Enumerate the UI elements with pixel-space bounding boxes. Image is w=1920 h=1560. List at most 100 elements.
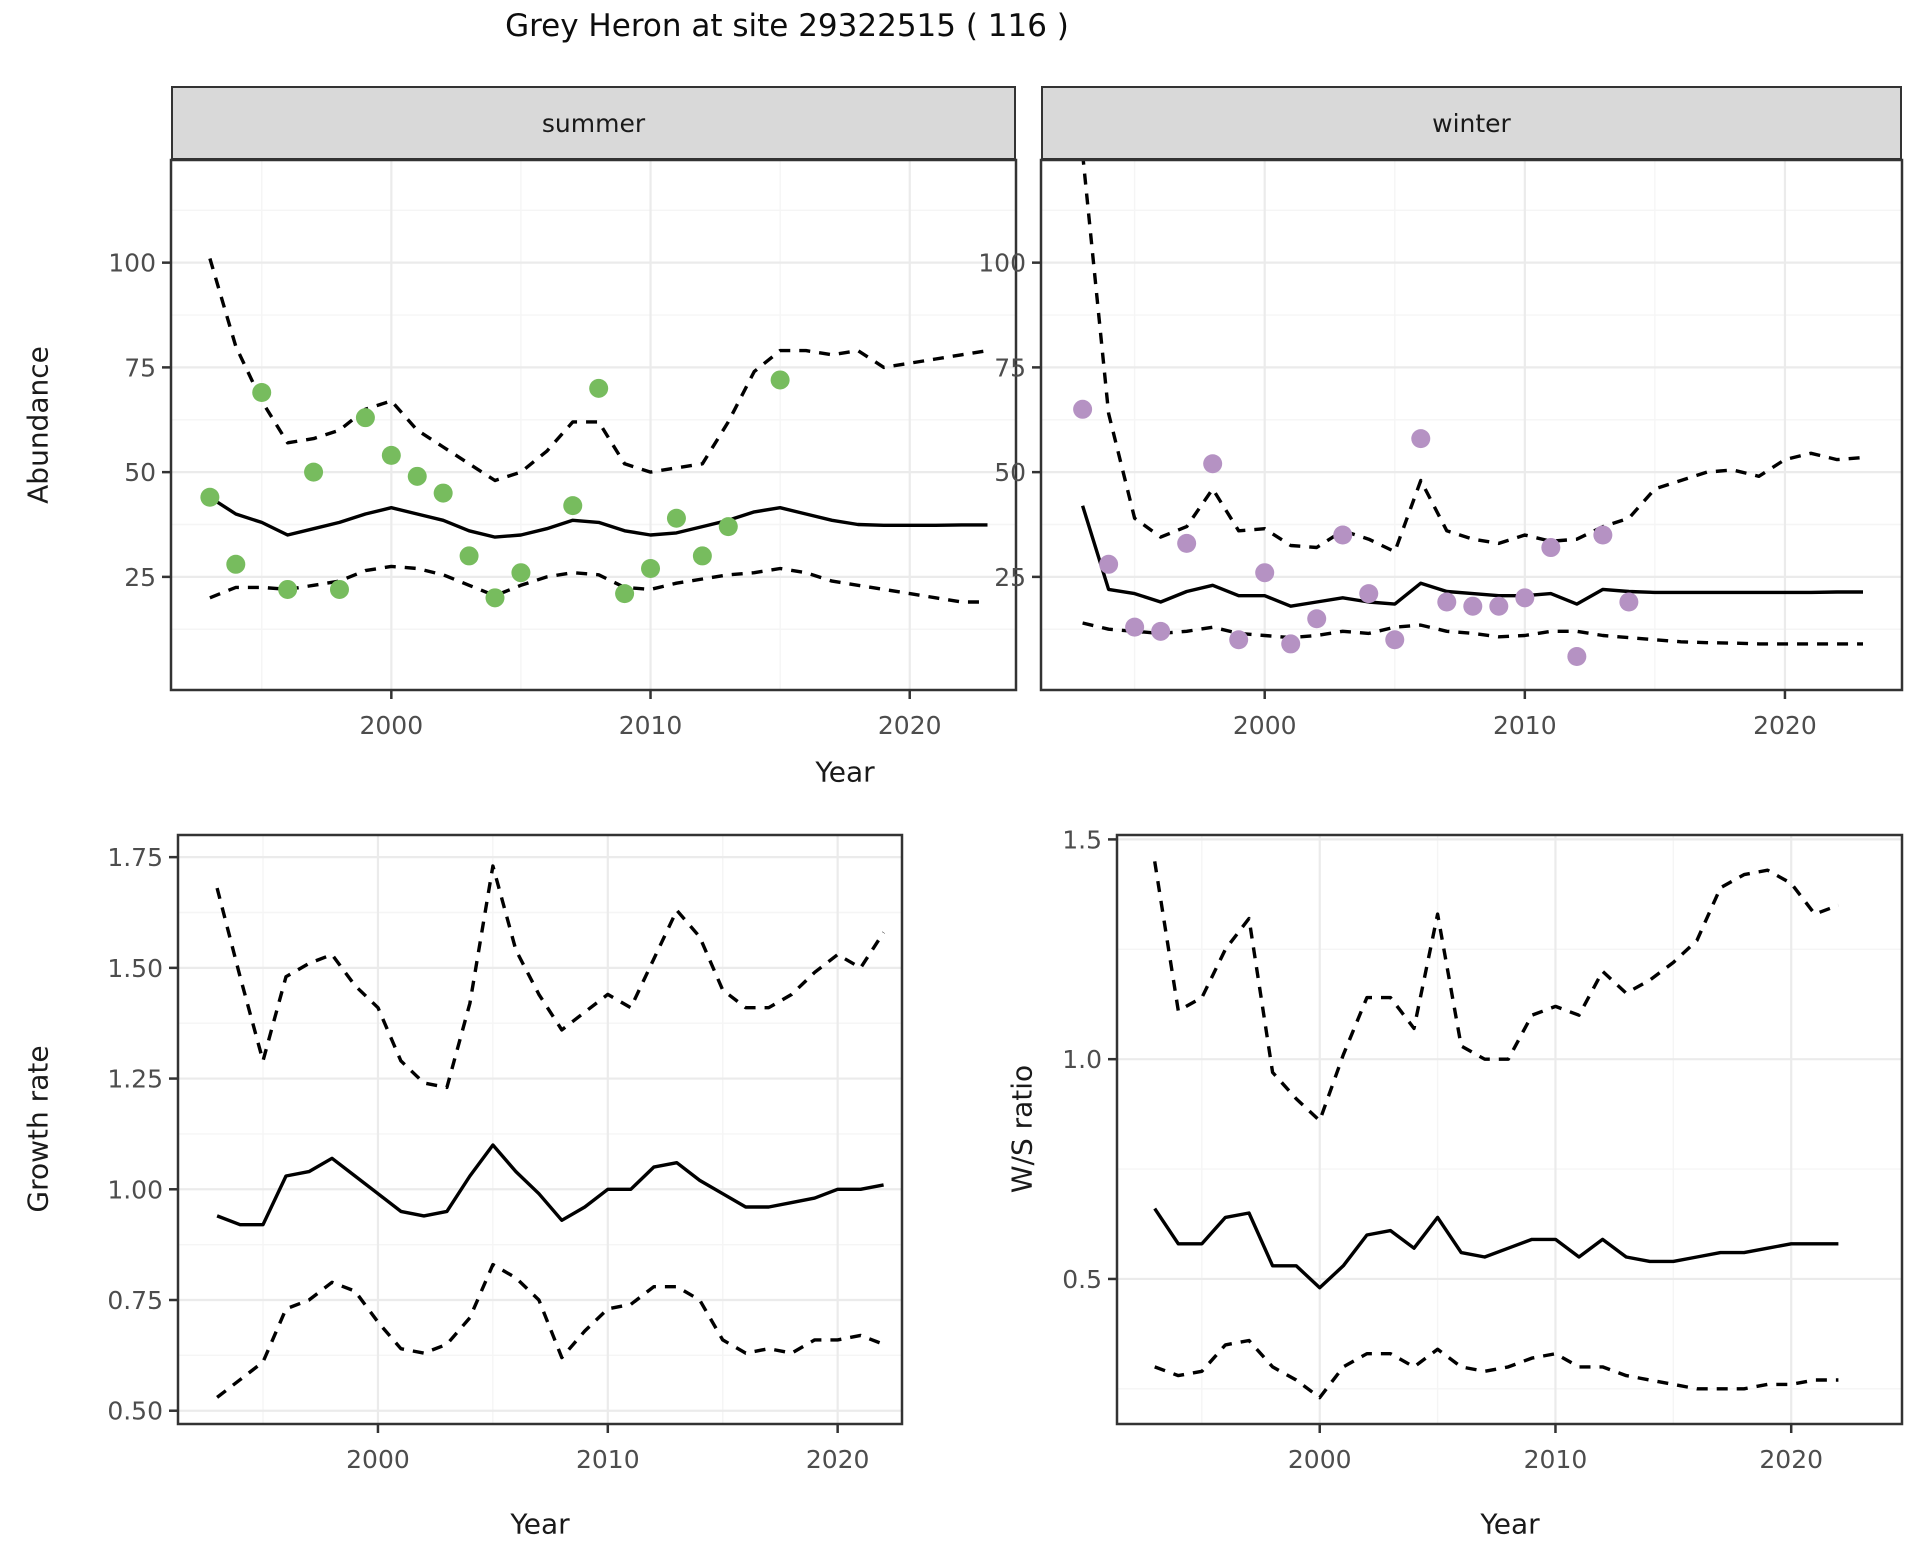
- data-point-observed-counts-summer: [381, 445, 401, 465]
- x-axis-title-top: Year: [815, 755, 875, 789]
- x-tick-label: 2020: [806, 1445, 870, 1474]
- data-point-observed-counts-summer: [252, 383, 272, 403]
- data-point-observed-counts-summer: [563, 496, 583, 516]
- x-tick-label: 2010: [619, 711, 683, 740]
- data-point-observed-counts-summer: [692, 546, 712, 566]
- data-point-observed-counts-summer: [278, 579, 298, 599]
- data-point-observed-counts-summer: [459, 546, 479, 566]
- x-tick-label: 2020: [878, 711, 942, 740]
- facet-strip-winter: winter: [1041, 86, 1902, 160]
- y-tick-label: 50: [124, 458, 156, 487]
- y-tick-label: 1.5: [1062, 825, 1102, 854]
- x-tick-label: 2020: [1759, 1445, 1823, 1474]
- data-point-observed-counts-summer: [511, 563, 531, 583]
- data-point-observed-counts-summer: [718, 517, 738, 537]
- data-point-observed-counts-winter: [1333, 525, 1353, 545]
- chart-growth-rate: 2000 2010 2020 0.50 0.75 1.00 1.25 1.50 1.75: [107, 833, 904, 1474]
- data-point-observed-counts-winter: [1229, 630, 1249, 650]
- data-point-observed-counts-winter: [1541, 538, 1561, 558]
- y-tick-label: 0.75: [107, 1286, 163, 1315]
- data-point-observed-counts-winter: [1151, 621, 1171, 641]
- data-point-observed-counts-winter: [1307, 609, 1327, 629]
- data-point-observed-counts-winter: [1437, 592, 1457, 612]
- x-tick-label: 2010: [1493, 711, 1557, 740]
- facet-strip-winter-label: winter: [1432, 108, 1511, 138]
- x-axis-title-ws-ratio: Year: [1480, 1507, 1540, 1541]
- data-point-observed-counts-winter: [1125, 617, 1145, 637]
- series-fitted-trend: [216, 1143, 884, 1227]
- chart-abundance-winter: 2000 2010 2020 25 50 75 100: [978, 158, 1904, 740]
- facet-strip-summer-label: summer: [541, 108, 646, 138]
- data-point-observed-counts-winter: [1515, 588, 1535, 608]
- data-point-observed-counts-summer: [226, 554, 246, 574]
- series-upper-ci: [215, 864, 886, 1090]
- data-point-observed-counts-winter: [1073, 399, 1093, 419]
- y-tick-label: 1.50: [107, 954, 163, 983]
- data-point-observed-counts-summer: [407, 466, 427, 486]
- data-point-observed-counts-summer: [641, 558, 661, 578]
- y-tick-label: 75: [124, 353, 156, 382]
- series-lower-ci: [209, 564, 988, 604]
- series-lower-ci: [216, 1262, 885, 1399]
- chart-abundance-summer: 2000 2010 2020 25 50 75 100: [108, 158, 1018, 740]
- series-upper-ci: [1153, 861, 1839, 1123]
- x-tick-label: 2000: [346, 1445, 410, 1474]
- data-point-observed-counts-winter: [1359, 584, 1379, 604]
- y-tick-label: 1.00: [107, 1175, 163, 1204]
- data-point-observed-counts-winter: [1385, 630, 1405, 650]
- y-tick-label: 75: [994, 353, 1026, 382]
- y-tick-label: 50: [994, 458, 1026, 487]
- panel-border: [1115, 833, 1904, 1426]
- panel-border: [1039, 158, 1904, 692]
- series-lower-ci: [1154, 1338, 1839, 1400]
- y-tick-label: 100: [108, 249, 156, 278]
- data-point-observed-counts-summer: [666, 508, 686, 528]
- panel-border: [176, 833, 904, 1426]
- data-point-observed-counts-winter: [1463, 596, 1483, 616]
- data-point-observed-counts-summer: [355, 408, 375, 428]
- data-point-observed-counts-summer: [200, 487, 220, 507]
- y-tick-label: 0.50: [107, 1397, 163, 1426]
- y-tick-label: 1.75: [107, 843, 163, 872]
- data-point-observed-counts-winter: [1411, 429, 1431, 449]
- y-axis-title-growth-rate: Growth rate: [21, 1045, 55, 1213]
- y-tick-label: 1.0: [1062, 1045, 1102, 1074]
- panel-background: [171, 160, 1016, 690]
- data-point-observed-counts-summer: [615, 584, 635, 604]
- data-point-observed-counts-winter: [1593, 525, 1613, 545]
- x-tick-label: 2020: [1753, 711, 1817, 740]
- data-point-observed-counts-summer: [770, 370, 790, 390]
- data-point-observed-counts-winter: [1567, 646, 1587, 666]
- data-point-observed-counts-summer: [589, 378, 609, 398]
- y-tick-label: 0.5: [1062, 1265, 1102, 1294]
- x-tick-label: 2010: [576, 1445, 640, 1474]
- data-point-observed-counts-summer: [433, 483, 453, 503]
- y-axis-title-abundance: Abundance: [21, 346, 55, 504]
- facet-strip-summer: summer: [171, 86, 1016, 160]
- y-tick-label: 1.25: [107, 1065, 163, 1094]
- plot-title: Grey Heron at site 29322515 ( 116 ): [505, 8, 1069, 44]
- data-point-observed-counts-winter: [1099, 554, 1119, 574]
- data-point-observed-counts-summer: [304, 462, 324, 482]
- x-tick-label: 2000: [360, 711, 424, 740]
- data-point-observed-counts-winter: [1489, 596, 1509, 616]
- x-tick-label: 2010: [1524, 1445, 1588, 1474]
- data-point-observed-counts-summer: [485, 588, 505, 608]
- chart-ws-ratio: 2000 2010 2020 0.5 1.0 1.5: [1062, 825, 1904, 1474]
- series-fitted-trend: [208, 495, 988, 539]
- series-fitted-trend: [1153, 1207, 1839, 1290]
- data-point-observed-counts-summer: [329, 579, 349, 599]
- panel-border: [169, 158, 1018, 692]
- x-axis-title-growth-rate: Year: [510, 1507, 570, 1541]
- data-point-observed-counts-winter: [1619, 592, 1639, 612]
- y-tick-label: 25: [994, 563, 1026, 592]
- x-tick-label: 2000: [1288, 1445, 1352, 1474]
- panel-background: [1117, 835, 1902, 1424]
- series-fitted-trend: [1080, 505, 1863, 608]
- x-tick-label: 2000: [1233, 711, 1297, 740]
- y-tick-label: 100: [978, 249, 1026, 278]
- data-point-observed-counts-winter: [1177, 533, 1197, 553]
- data-point-observed-counts-winter: [1281, 634, 1301, 654]
- y-tick-label: 25: [124, 563, 156, 592]
